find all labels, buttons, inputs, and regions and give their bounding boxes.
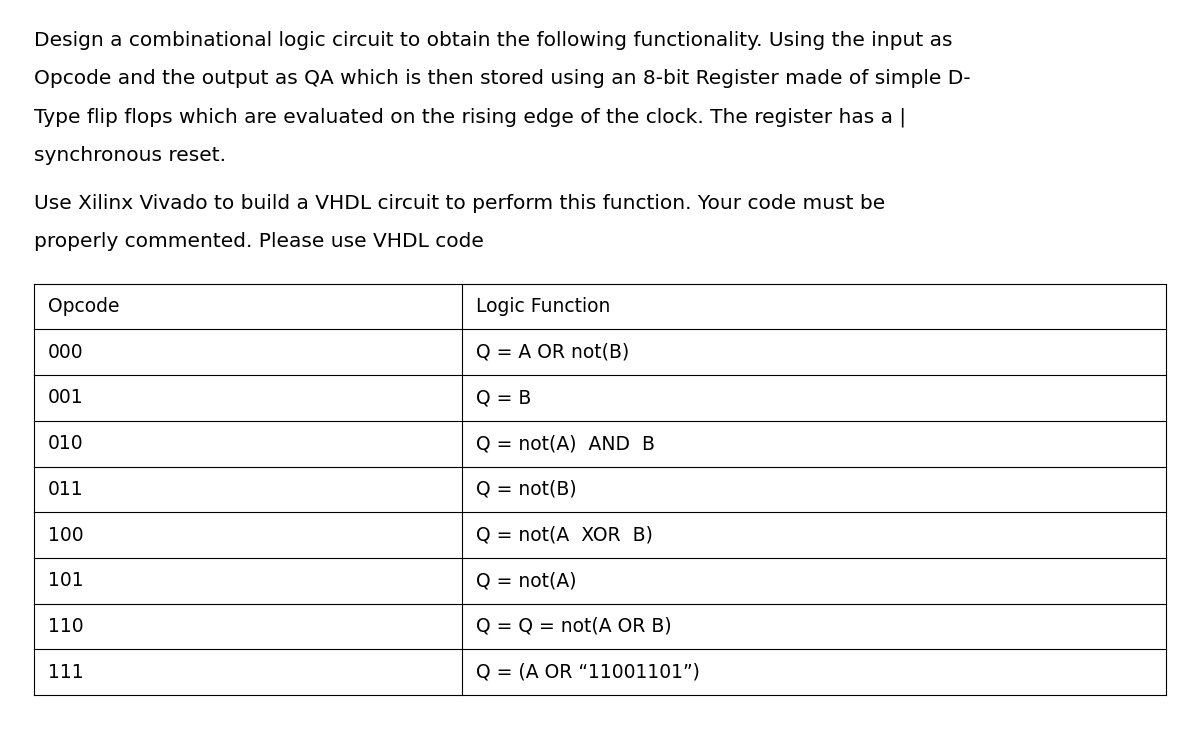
Text: Q = B: Q = B bbox=[476, 388, 532, 408]
Text: Q = not(B): Q = not(B) bbox=[476, 480, 577, 499]
Text: 001: 001 bbox=[48, 388, 84, 408]
Text: synchronous reset.: synchronous reset. bbox=[34, 146, 226, 165]
Text: Opcode and the output as QA which is then stored using an 8-bit Register made of: Opcode and the output as QA which is the… bbox=[34, 69, 971, 88]
Text: Type flip flops which are evaluated on the rising edge of the clock. The registe: Type flip flops which are evaluated on t… bbox=[34, 108, 906, 127]
Text: 101: 101 bbox=[48, 571, 84, 590]
Text: properly commented. Please use VHDL code: properly commented. Please use VHDL code bbox=[34, 232, 484, 251]
Text: Q = (A OR “11001101”): Q = (A OR “11001101”) bbox=[476, 663, 701, 682]
Text: Q = A OR not(B): Q = A OR not(B) bbox=[476, 343, 630, 362]
Text: 100: 100 bbox=[48, 525, 84, 545]
Text: Opcode: Opcode bbox=[48, 297, 120, 316]
Text: 110: 110 bbox=[48, 617, 84, 636]
Text: Design a combinational logic circuit to obtain the following functionality. Usin: Design a combinational logic circuit to … bbox=[34, 31, 952, 50]
Text: 000: 000 bbox=[48, 343, 84, 362]
Text: Logic Function: Logic Function bbox=[476, 297, 611, 316]
Text: Q = not(A)  AND  B: Q = not(A) AND B bbox=[476, 434, 655, 453]
Text: Q = not(A): Q = not(A) bbox=[476, 571, 577, 590]
Text: 010: 010 bbox=[48, 434, 84, 453]
Text: Q = not(A  XOR  B): Q = not(A XOR B) bbox=[476, 525, 653, 545]
Text: Q = Q = not(A OR B): Q = Q = not(A OR B) bbox=[476, 617, 672, 636]
Text: Use Xilinx Vivado to build a VHDL circuit to perform this function. Your code mu: Use Xilinx Vivado to build a VHDL circui… bbox=[34, 194, 884, 213]
Text: 011: 011 bbox=[48, 480, 84, 499]
Text: 111: 111 bbox=[48, 663, 84, 682]
